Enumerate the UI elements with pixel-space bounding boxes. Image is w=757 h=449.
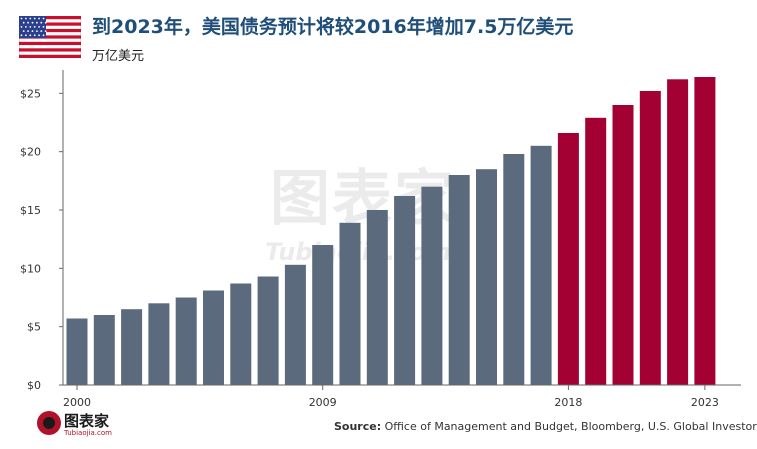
bar-series (66, 77, 716, 386)
y-tick-label: $5 (27, 321, 41, 334)
unit-label: 万亿美元 (92, 49, 145, 64)
bar-2021 (639, 91, 661, 385)
bar-2007 (257, 276, 279, 385)
bar-2018 (557, 133, 579, 385)
y-tick-label: $10 (20, 262, 41, 275)
bar-2002 (121, 309, 143, 385)
source-label: Source: (334, 420, 382, 433)
logo-subtext: Tubiaojia.com (63, 429, 112, 437)
bar-2023 (694, 77, 716, 385)
bar-2014 (448, 175, 470, 385)
bar-2020 (612, 105, 634, 385)
bar-2005 (203, 290, 224, 385)
bar-2017 (530, 145, 552, 385)
bar-2009 (312, 245, 334, 385)
bar-2012 (394, 196, 416, 385)
x-tick-label: 2009 (309, 396, 337, 409)
bar-2008 (284, 264, 306, 385)
bar-2022 (667, 79, 689, 386)
bar-2004 (175, 297, 197, 385)
x-axis: 2000 2009 2018 2023 (63, 385, 719, 409)
bar-2013 (421, 186, 443, 385)
bar-2003 (148, 303, 170, 385)
logo-text: 图表家 (64, 412, 109, 430)
bar-2000 (66, 318, 88, 385)
x-tick-label: 2018 (554, 396, 582, 409)
bar-2006 (230, 283, 252, 385)
page-title: 到2023年，美国债务预计将较2016年增加7.5万亿美元 (92, 16, 574, 38)
bar-2015 (476, 169, 497, 385)
bar-2016 (503, 154, 525, 385)
brand-logo: 图表家 Tubiaojia.com (36, 408, 146, 438)
us-flag-icon (19, 16, 81, 58)
x-tick-label: 2000 (63, 396, 91, 409)
source-note: Source: Office of Management and Budget,… (334, 420, 757, 433)
y-tick-label: $25 (20, 87, 41, 100)
y-axis: $0 $5 $10 $15 $20 $25 (20, 70, 64, 392)
y-tick-label: $15 (20, 204, 41, 217)
source-text: Office of Management and Budget, Bloombe… (381, 420, 757, 433)
y-tick-label: $0 (27, 379, 41, 392)
bar-2011 (366, 210, 388, 385)
x-tick-label: 2023 (691, 396, 719, 409)
bar-2001 (93, 315, 115, 385)
bar-2019 (585, 117, 607, 386)
bar-2010 (339, 222, 361, 385)
y-tick-label: $20 (20, 146, 41, 159)
